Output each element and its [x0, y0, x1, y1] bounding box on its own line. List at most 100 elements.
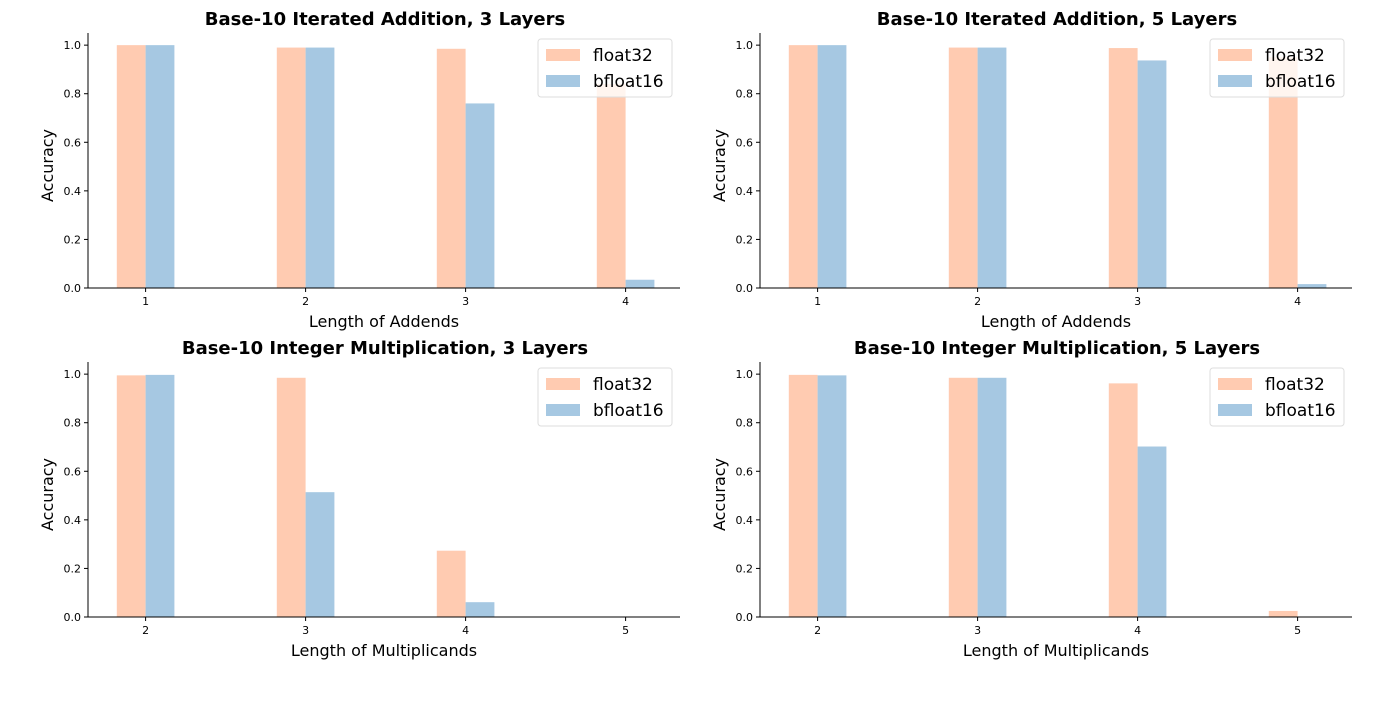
bar-bfloat16-3 [305, 492, 335, 617]
y-tick-label: 0.8 [736, 88, 754, 101]
y-tick-label: 0.0 [64, 282, 82, 295]
chart-panel-3: 0.0 0.2 0.4 0.6 0.8 1.0 2 3 4 5 Length of Multipli… [38, 338, 680, 660]
bar-bfloat16-4 [625, 279, 655, 288]
x-tick-label: 3 [302, 624, 309, 637]
x-axis-label: Length of Addends [309, 312, 459, 331]
x-tick-label: 4 [1134, 624, 1141, 637]
bar-float32-2 [948, 47, 978, 289]
y-axis-label: Accuracy [38, 458, 57, 531]
bar-bfloat16-2 [145, 374, 175, 617]
bar-bfloat16-2 [305, 47, 335, 289]
bar-bfloat16-3 [1137, 60, 1167, 288]
y-tick-label: 0.8 [64, 88, 82, 101]
x-tick-label: 1 [814, 295, 821, 308]
y-axis-label: Accuracy [710, 129, 729, 202]
x-tick-label: 3 [462, 295, 469, 308]
bar-float32-2 [276, 47, 306, 289]
chart-title: Base-10 Iterated Addition, 5 Layers [877, 9, 1237, 30]
y-tick-label: 0.6 [736, 465, 754, 478]
bar-bfloat16-3 [977, 377, 1007, 617]
x-tick-label: 2 [302, 295, 309, 308]
bar-bfloat16-4 [465, 602, 495, 617]
x-tick-label: 2 [142, 624, 149, 637]
bar-float32-2 [116, 375, 146, 617]
y-tick-label: 0.4 [736, 514, 754, 527]
x-tick-label: 1 [142, 295, 149, 308]
y-tick-label: 1.0 [64, 368, 82, 381]
legend-swatch-bfloat16 [1218, 75, 1252, 87]
y-tick-label: 0.2 [736, 233, 754, 246]
bar-float32-1 [788, 45, 818, 289]
bar-float32-4 [436, 550, 466, 617]
y-tick-label: 0.6 [64, 465, 82, 478]
bar-float32-3 [436, 48, 466, 289]
y-tick-label: 0.8 [736, 417, 754, 430]
y-tick-label: 0.2 [64, 233, 82, 246]
legend-label-float32: float32 [593, 46, 653, 66]
legend-swatch-float32 [546, 378, 580, 390]
legend-label-bfloat16: bfloat16 [593, 401, 664, 421]
y-tick-label: 1.0 [64, 39, 82, 52]
chart-title: Base-10 Iterated Addition, 3 Layers [205, 9, 565, 30]
bar-float32-3 [1108, 48, 1138, 288]
x-tick-label: 3 [974, 624, 981, 637]
y-tick-label: 1.0 [736, 39, 754, 52]
legend-swatch-float32 [546, 49, 580, 61]
y-tick-label: 1.0 [736, 368, 754, 381]
chart-panel-4: 0.0 0.2 0.4 0.6 0.8 1.0 2 3 4 5 Length of Multipli… [710, 338, 1352, 660]
x-tick-label: 5 [1294, 624, 1301, 637]
y-tick-label: 0.8 [64, 417, 82, 430]
y-tick-label: 0.4 [736, 185, 754, 198]
y-tick-label: 0.2 [736, 562, 754, 575]
chart-title: Base-10 Integer Multiplication, 5 Layers [854, 338, 1260, 359]
bar-float32-1 [116, 45, 146, 289]
x-tick-label: 4 [462, 624, 469, 637]
bar-float32-4 [596, 84, 626, 288]
bar-float32-3 [276, 377, 306, 617]
y-tick-label: 0.0 [64, 611, 82, 624]
y-axis-label: Accuracy [38, 129, 57, 202]
legend-label-float32: float32 [593, 375, 653, 395]
x-axis-label: Length of Multiplicands [291, 641, 477, 660]
y-tick-label: 0.4 [64, 185, 82, 198]
legend-label-bfloat16: bfloat16 [1265, 72, 1336, 92]
chart-panel-2: 0.0 0.2 0.4 0.6 0.8 1.0 1 2 3 4 Length of Addends A… [710, 9, 1352, 331]
y-tick-label: 0.6 [736, 136, 754, 149]
bar-float32-3 [948, 377, 978, 617]
legend-label-float32: float32 [1265, 375, 1325, 395]
bar-float32-5 [1268, 610, 1298, 617]
y-tick-label: 0.0 [736, 282, 754, 295]
x-tick-label: 5 [622, 624, 629, 637]
y-tick-label: 0.4 [64, 514, 82, 527]
legend-label-bfloat16: bfloat16 [1265, 401, 1336, 421]
bar-bfloat16-1 [145, 45, 175, 289]
bar-float32-4 [1108, 383, 1138, 617]
y-tick-label: 0.2 [64, 562, 82, 575]
x-tick-label: 4 [622, 295, 629, 308]
x-tick-label: 3 [1134, 295, 1141, 308]
bar-bfloat16-2 [977, 47, 1007, 289]
legend-swatch-float32 [1218, 378, 1252, 390]
bar-bfloat16-1 [817, 45, 847, 289]
y-tick-label: 0.6 [64, 136, 82, 149]
legend-swatch-bfloat16 [1218, 404, 1252, 416]
x-axis-label: Length of Multiplicands [963, 641, 1149, 660]
bar-bfloat16-4 [1137, 446, 1167, 617]
bar-bfloat16-2 [817, 375, 847, 617]
legend-swatch-float32 [1218, 49, 1252, 61]
legend-swatch-bfloat16 [546, 404, 580, 416]
x-tick-label: 2 [974, 295, 981, 308]
legend-swatch-bfloat16 [546, 75, 580, 87]
x-axis-label: Length of Addends [981, 312, 1131, 331]
legend-label-bfloat16: bfloat16 [593, 72, 664, 92]
legend-label-float32: float32 [1265, 46, 1325, 66]
x-tick-label: 2 [814, 624, 821, 637]
bar-bfloat16-3 [465, 103, 495, 288]
bar-float32-2 [788, 374, 818, 617]
chart-panel-1: 0.0 0.2 0.4 0.6 0.8 1.0 1 2 3 4 Length of Addends A… [38, 9, 680, 331]
bar-bfloat16-4 [1297, 284, 1327, 288]
y-tick-label: 0.0 [736, 611, 754, 624]
x-tick-label: 4 [1294, 295, 1301, 308]
